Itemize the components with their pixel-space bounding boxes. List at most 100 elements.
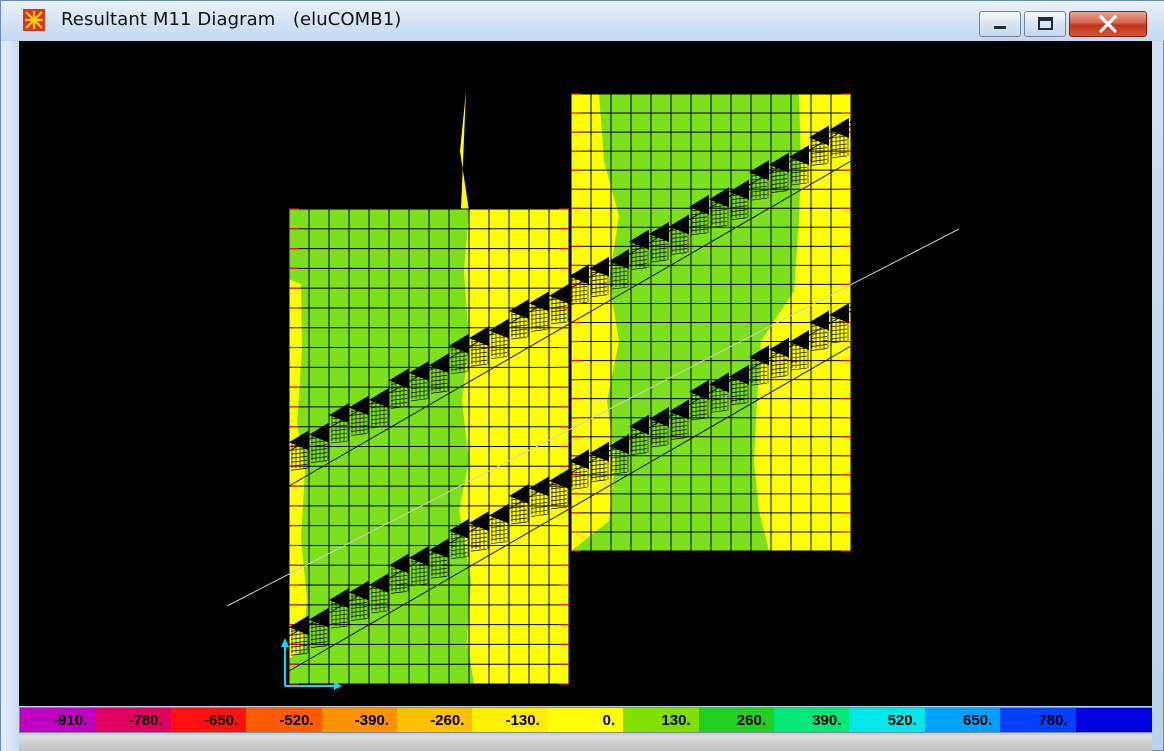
mesh-hatch	[410, 382, 428, 386]
mesh-hatch	[570, 474, 588, 478]
mesh-hatch	[790, 359, 808, 363]
maximize-icon	[1038, 17, 1053, 30]
mesh-hatch	[810, 139, 828, 142]
mesh-hatch	[410, 378, 428, 382]
mesh-hatch	[550, 317, 568, 321]
mesh-hatch	[630, 448, 648, 451]
legend-swatch	[170, 708, 248, 732]
mesh-hatch	[730, 213, 748, 217]
mesh-hatch	[430, 374, 448, 378]
mesh-hatch	[750, 370, 768, 374]
mesh-hatch	[630, 440, 648, 443]
mesh-hatch	[430, 571, 448, 575]
mesh-hatch	[290, 463, 308, 467]
mesh-hatch	[430, 382, 448, 386]
mesh-hatch	[830, 328, 848, 332]
mesh-hatch	[530, 313, 548, 316]
legend-swatch	[698, 708, 775, 732]
mesh-hatch	[670, 240, 688, 243]
legend-label: 130.	[661, 712, 691, 729]
mesh-hatch	[330, 428, 348, 432]
mesh-hatch	[370, 413, 388, 417]
mesh-hatch	[310, 436, 328, 439]
legend-swatch	[623, 708, 700, 732]
mesh-hatch	[530, 329, 548, 332]
mesh-hatch	[810, 324, 828, 327]
mesh-hatch	[790, 166, 808, 170]
mesh-hatch	[350, 429, 368, 432]
mesh-hatch	[470, 343, 488, 347]
mesh-hatch	[810, 348, 828, 351]
mesh-hatch	[650, 436, 668, 440]
mesh-hatch	[490, 533, 508, 536]
window-frame-left	[1, 41, 19, 751]
mesh-hatch	[630, 452, 648, 455]
mesh-hatch	[310, 641, 328, 644]
mesh-hatch	[590, 278, 608, 282]
mesh-hatch	[510, 336, 528, 340]
mesh-hatch	[650, 247, 668, 251]
mesh-hatch	[790, 363, 808, 367]
mesh-hatch	[390, 402, 408, 405]
legend-label: -390.	[354, 712, 389, 729]
mesh-hatch	[710, 224, 728, 228]
mesh-hatch	[590, 290, 608, 294]
mesh-hatch	[490, 525, 508, 528]
mesh-hatch	[630, 255, 648, 258]
mesh-hatch	[310, 645, 328, 648]
mesh-hatch	[290, 632, 308, 636]
mesh-hatch	[670, 236, 688, 239]
close-button[interactable]	[1069, 11, 1147, 37]
mesh-hatch	[290, 636, 308, 640]
mesh-hatch	[450, 371, 468, 375]
model-viewport[interactable]	[19, 41, 1152, 706]
mesh-hatch	[770, 375, 788, 378]
mesh-hatch	[610, 447, 628, 451]
title-bar[interactable]: Resultant M11 Diagram (eluCOMB1)	[1, 1, 1164, 41]
mesh-hatch	[730, 390, 748, 394]
mesh-hatch	[570, 470, 588, 474]
mesh-hatch	[630, 436, 648, 439]
mesh-hatch	[530, 317, 548, 320]
mesh-hatch	[470, 355, 488, 359]
mesh-hatch	[490, 348, 508, 351]
mesh-hatch	[390, 390, 408, 393]
mesh-hatch	[290, 640, 308, 644]
mesh-hatch	[450, 359, 468, 363]
mesh-hatch	[430, 370, 448, 374]
mesh-hatch	[710, 405, 728, 409]
mesh-hatch	[290, 447, 308, 451]
mesh-hatch	[850, 309, 868, 312]
mesh-hatch	[570, 293, 588, 297]
mesh-hatch	[730, 378, 748, 382]
mesh-hatch	[770, 174, 788, 177]
legend-label: -650.	[203, 712, 239, 729]
mesh-hatch	[510, 517, 528, 521]
legend-swatch	[1075, 708, 1152, 732]
mesh-hatch	[790, 178, 808, 182]
mesh-hatch	[830, 151, 848, 155]
mesh-hatch	[650, 428, 668, 432]
mesh-hatch	[350, 610, 368, 613]
maximize-button[interactable]	[1024, 11, 1066, 37]
mesh-hatch	[350, 413, 368, 416]
mesh-hatch	[470, 359, 488, 363]
mesh-hatch	[850, 317, 868, 320]
mesh-hatch	[610, 463, 628, 467]
mesh-hatch	[370, 586, 388, 590]
mesh-hatch	[550, 297, 568, 301]
mesh-hatch	[510, 497, 528, 501]
minimize-button[interactable]	[979, 11, 1021, 37]
mesh-hatch	[510, 505, 528, 509]
mesh-hatch	[630, 259, 648, 262]
mesh-hatch	[310, 637, 328, 640]
mesh-hatch	[730, 394, 748, 398]
contour-plot[interactable]	[19, 41, 1152, 706]
mesh-hatch	[370, 401, 388, 405]
mesh-hatch	[610, 270, 628, 274]
mesh-hatch	[790, 182, 808, 186]
mesh-hatch	[730, 398, 748, 402]
mesh-hatch	[310, 444, 328, 447]
mesh-hatch	[630, 267, 648, 270]
mesh-hatch	[470, 548, 488, 552]
